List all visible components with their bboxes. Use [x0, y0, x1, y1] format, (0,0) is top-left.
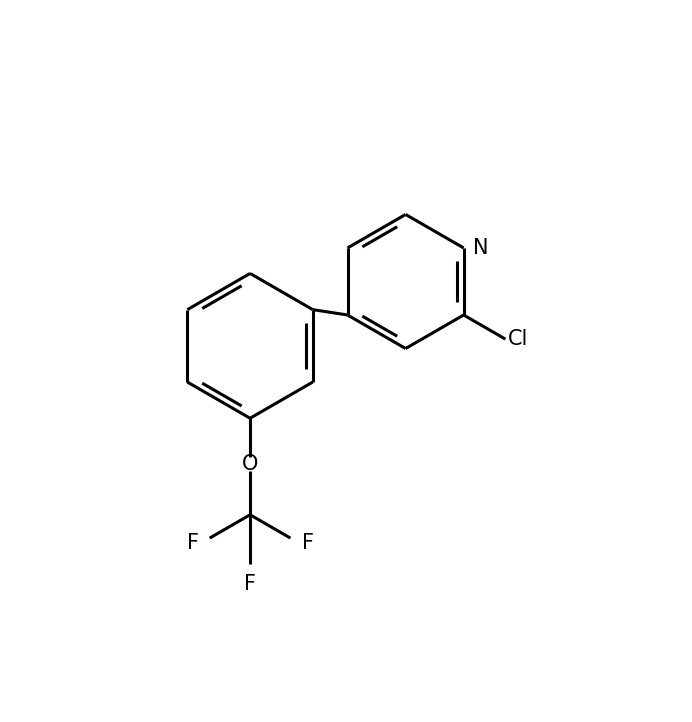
- Text: Cl: Cl: [508, 329, 529, 349]
- Text: F: F: [244, 574, 256, 593]
- Text: N: N: [473, 238, 489, 258]
- Text: O: O: [242, 454, 258, 474]
- Text: F: F: [302, 533, 313, 553]
- Text: F: F: [187, 533, 199, 553]
